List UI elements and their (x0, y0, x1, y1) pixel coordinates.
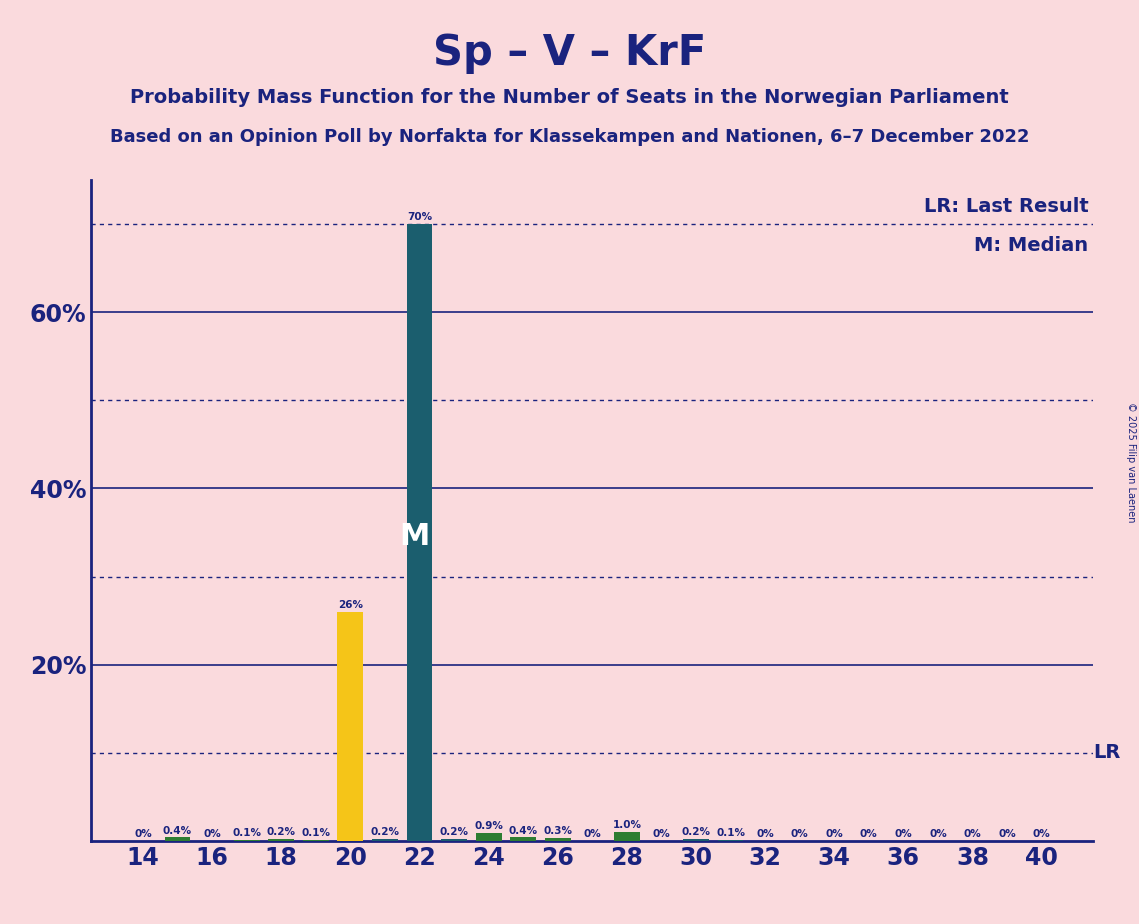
Text: 0.2%: 0.2% (681, 827, 711, 837)
Bar (544, 838, 571, 841)
Bar (614, 832, 640, 841)
Text: LR: LR (1093, 743, 1121, 762)
Text: 0.9%: 0.9% (474, 821, 503, 832)
Text: Sp – V – KrF: Sp – V – KrF (433, 32, 706, 74)
Bar (164, 837, 190, 841)
Bar (476, 833, 501, 841)
Bar (683, 839, 708, 841)
Text: 0.2%: 0.2% (267, 827, 296, 837)
Text: 0%: 0% (583, 829, 601, 839)
Text: LR: Last Result: LR: Last Result (924, 197, 1089, 215)
Text: 0.1%: 0.1% (716, 828, 745, 838)
Text: 70%: 70% (407, 213, 432, 223)
Text: Based on an Opinion Poll by Norfakta for Klassekampen and Nationen, 6–7 December: Based on an Opinion Poll by Norfakta for… (109, 128, 1030, 145)
Text: 0%: 0% (860, 829, 878, 839)
Text: Probability Mass Function for the Number of Seats in the Norwegian Parliament: Probability Mass Function for the Number… (130, 88, 1009, 107)
Text: 0%: 0% (790, 829, 809, 839)
Text: 1.0%: 1.0% (613, 821, 641, 831)
Text: 0%: 0% (1033, 829, 1050, 839)
Text: © 2025 Filip van Laenen: © 2025 Filip van Laenen (1126, 402, 1136, 522)
Text: 0.1%: 0.1% (302, 828, 330, 838)
Text: 0%: 0% (203, 829, 221, 839)
Bar (372, 839, 398, 841)
Text: 0%: 0% (998, 829, 1016, 839)
Bar (510, 837, 536, 841)
Text: 0.4%: 0.4% (509, 825, 538, 835)
Text: 0%: 0% (964, 829, 982, 839)
Bar (441, 839, 467, 841)
Bar (407, 225, 433, 841)
Text: M: Median: M: Median (974, 237, 1089, 255)
Text: 26%: 26% (338, 600, 363, 610)
Text: 0%: 0% (929, 829, 947, 839)
Text: 0%: 0% (134, 829, 151, 839)
Bar (337, 612, 363, 841)
Text: 0.4%: 0.4% (163, 825, 192, 835)
Text: 0%: 0% (894, 829, 912, 839)
Text: 0.3%: 0.3% (543, 826, 572, 836)
Text: 0%: 0% (756, 829, 775, 839)
Text: 0.2%: 0.2% (370, 827, 400, 837)
Text: M: M (399, 522, 429, 552)
Text: 0%: 0% (653, 829, 670, 839)
Text: 0.1%: 0.1% (232, 828, 261, 838)
Text: 0%: 0% (826, 829, 843, 839)
Text: 0.2%: 0.2% (440, 827, 468, 837)
Bar (269, 839, 294, 841)
